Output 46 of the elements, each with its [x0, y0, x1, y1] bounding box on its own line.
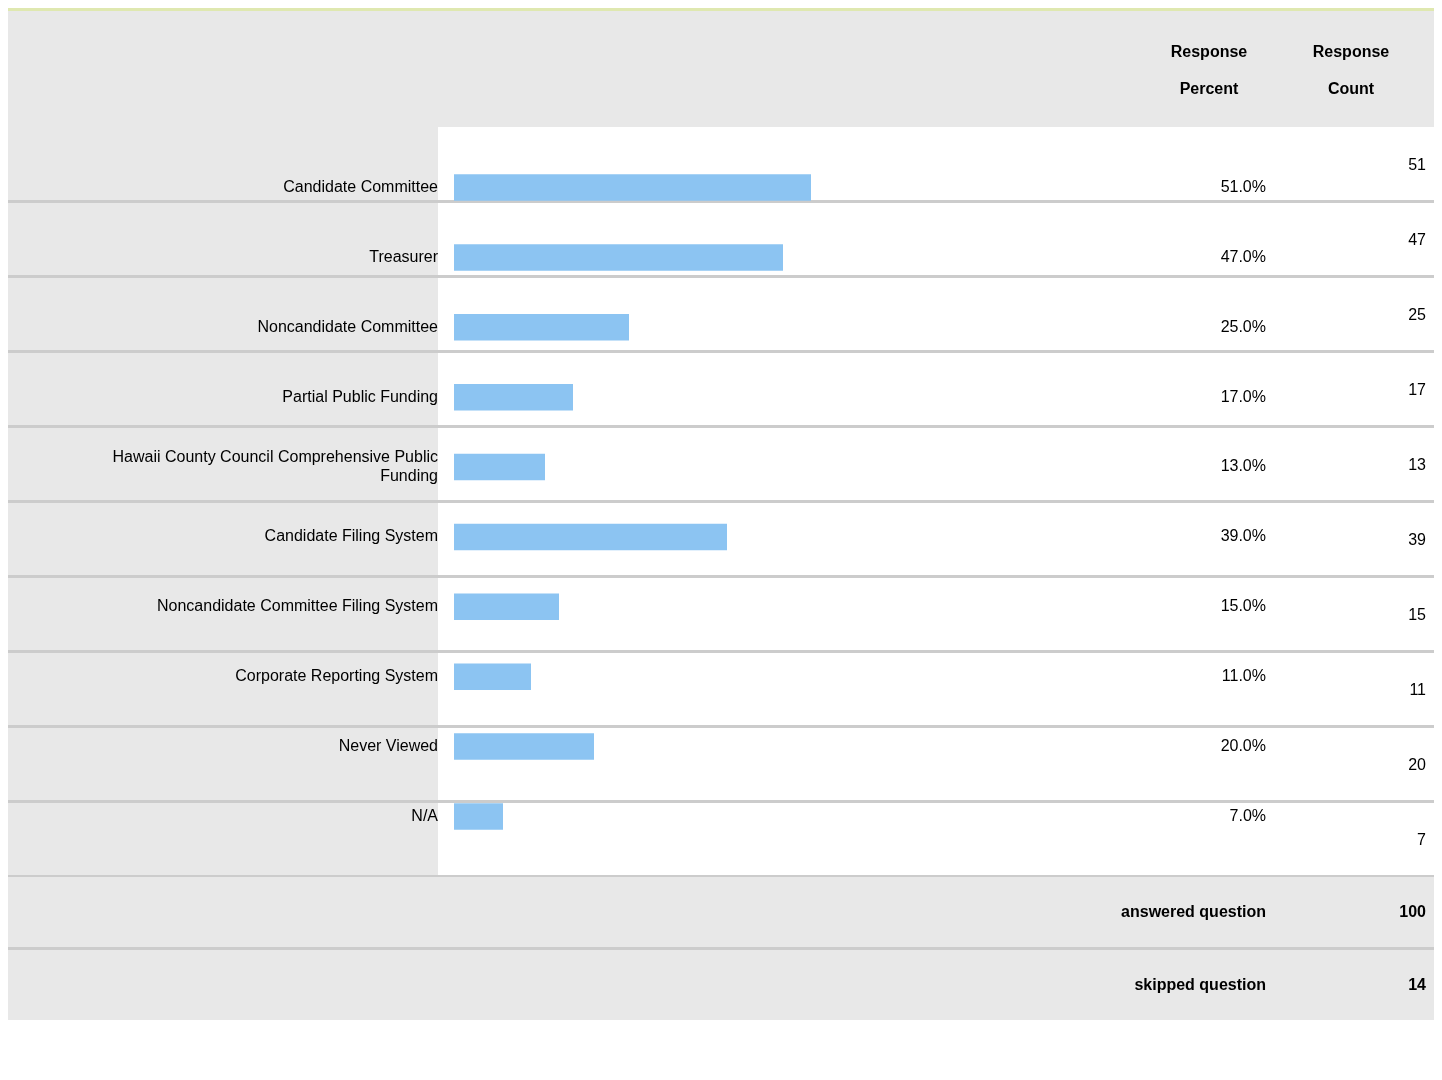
y-tick-label: Noncandidate Committee: [257, 317, 439, 335]
y-tick-label: N/A: [411, 806, 439, 824]
data-label: 7.0%: [1229, 806, 1266, 824]
text: 7: [1417, 829, 1426, 850]
text: 47: [1408, 229, 1426, 250]
y-tick-label: Noncandidate Committee Filing System: [156, 597, 438, 615]
text: 51: [1408, 154, 1426, 175]
bar: [454, 593, 559, 621]
bar: [454, 523, 727, 551]
bar: [454, 383, 573, 411]
text: 15: [1408, 604, 1426, 625]
text: 14: [1408, 976, 1426, 994]
text: 25: [1408, 304, 1426, 325]
text: Response Percent: [1170, 43, 1248, 97]
text: 17: [1408, 379, 1426, 400]
text: Response Count: [1312, 43, 1390, 97]
data-label: 39.0%: [1220, 527, 1266, 545]
bar: [454, 663, 531, 690]
y-tick-label: Candidate Committee: [283, 177, 439, 195]
bar: [454, 244, 783, 271]
y-tick-label: Corporate Reporting System: [235, 667, 438, 685]
text: 13: [1408, 454, 1426, 475]
data-label: 25.0%: [1220, 317, 1266, 335]
y-tick-label: Hawaii County Council Comprehensive Public Funding: [112, 447, 438, 485]
text: answered question: [1121, 903, 1266, 921]
y-tick-label: Partial Public Funding: [282, 387, 438, 405]
data-label: 17.0%: [1220, 387, 1266, 405]
data-label: 11.0%: [1221, 667, 1266, 685]
y-tick-label: Candidate Filing System: [264, 527, 438, 545]
bar: [454, 453, 545, 481]
bar: [454, 803, 503, 830]
data-label: 51.0%: [1220, 177, 1266, 195]
bar: [454, 314, 629, 341]
bar: [454, 174, 811, 201]
text: 39: [1408, 529, 1426, 550]
data-label: 15.0%: [1220, 597, 1266, 615]
text: 11: [1409, 679, 1426, 700]
text: 20: [1408, 754, 1426, 775]
y-tick-label: Treasurer: [369, 247, 439, 265]
data-label: 47.0%: [1220, 247, 1266, 265]
data-label: 20.0%: [1220, 736, 1266, 754]
text: 100: [1399, 903, 1426, 921]
y-tick-label: Never Viewed: [338, 736, 438, 754]
bar: [454, 733, 594, 760]
text: skipped question: [1134, 976, 1266, 994]
data-label: 13.0%: [1220, 457, 1266, 475]
